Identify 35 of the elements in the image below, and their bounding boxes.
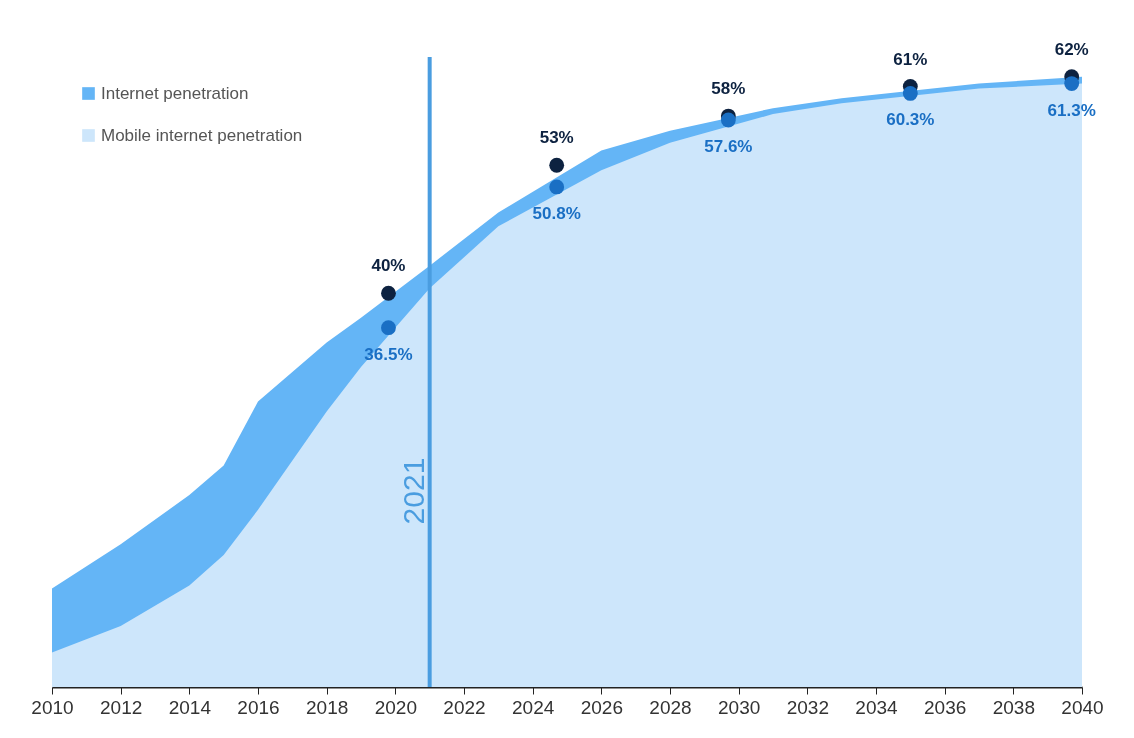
x-tick-label: 2010 [31,696,74,718]
ref-line-label: 2021 [396,457,430,525]
point [549,157,565,173]
data-label: 61.3% [1047,100,1096,120]
x-tick-label: 2032 [786,696,829,718]
data-label: 61% [893,49,928,69]
point [720,112,736,128]
data-label: 62% [1054,39,1089,59]
data-label: 40% [371,256,406,276]
x-tick-label: 2012 [100,696,143,718]
x-tick-label: 2036 [924,696,967,718]
x-tick-label: 2022 [443,696,486,718]
point [902,86,918,101]
x-tick-label: 2020 [374,696,417,718]
data-label: 53% [539,128,574,148]
x-tick-label: 2028 [649,696,692,718]
x-tick-label: 2034 [855,696,899,718]
x-tick-label: 2030 [718,696,761,718]
x-tick-label: 2024 [512,696,555,718]
x-tick-label: 2038 [992,696,1035,718]
data-label: 50.8% [532,203,581,223]
point [381,285,396,301]
x-tick-label: 2014 [168,696,212,718]
x-tick-label: 2016 [237,696,280,718]
legend-label: Mobile internet penetration [101,125,303,145]
x-tick-label: 2040 [1061,696,1104,718]
x-tick-label: 2018 [306,696,349,718]
data-label: 57.6% [704,137,753,156]
data-label: 58% [711,79,746,99]
x-tick-label: 2026 [580,696,623,718]
legend-label: Internet penetration [101,83,249,103]
point [1064,76,1080,91]
point [381,320,396,336]
point [549,179,565,195]
data-label: 60.3% [886,110,935,130]
